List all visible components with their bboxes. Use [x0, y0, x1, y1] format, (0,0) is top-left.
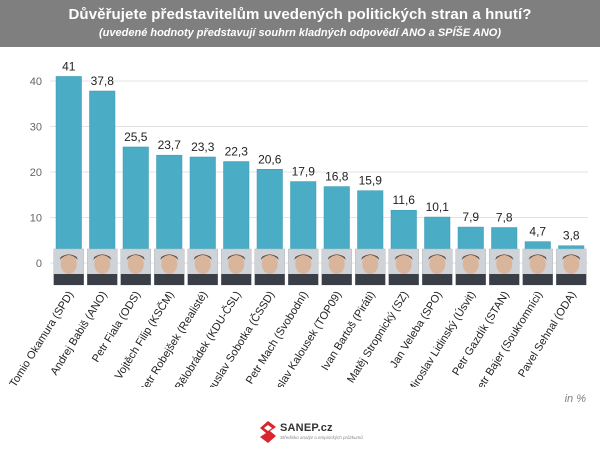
- value-label: 7,9: [462, 210, 479, 224]
- value-label: 16,8: [325, 170, 349, 184]
- bar-chart: 41 37,8 25,5 23,7 23,3 22,3 20,6 17,9 16,8 15,9 11…: [7, 59, 588, 387]
- value-label: 3,8: [563, 229, 580, 243]
- portrait-photo: [422, 248, 453, 286]
- portrait-photo: [53, 248, 84, 286]
- bar: [55, 76, 82, 264]
- value-label: 23,7: [158, 138, 182, 152]
- value-label: 10,1: [426, 200, 450, 214]
- logo-name: SANEP.cz: [280, 422, 333, 434]
- value-labels: 41 37,8 25,5 23,7 23,3 22,3 20,6 17,9 16,8 15,9 11…: [62, 59, 580, 242]
- bar: [89, 90, 116, 264]
- portrait-photo: [254, 248, 285, 286]
- portrait-row: [53, 248, 587, 286]
- y-tick-label: 30: [30, 122, 42, 134]
- bar: [223, 161, 250, 264]
- category-labels: Tomio Okamura (SPD)Andrej Babiš (ANO)Pet…: [7, 289, 578, 387]
- value-label: 41: [62, 59, 76, 73]
- portrait-photo: [187, 248, 218, 286]
- portrait-photo: [120, 248, 151, 286]
- portrait-photo: [455, 248, 486, 286]
- portrait-photo: [388, 248, 419, 286]
- value-label: 11,6: [393, 193, 416, 207]
- y-axis-ticks: 0 10 20 30 40: [30, 76, 42, 270]
- y-tick-label: 40: [30, 76, 42, 88]
- chart-header: Důvěřujete představitelům uvedených poli…: [0, 0, 600, 47]
- bar: [189, 156, 216, 264]
- value-label: 25,5: [124, 130, 148, 144]
- sanep-logo: SANEP.cz Středisko analýz a empirických …: [258, 418, 368, 446]
- bars: [55, 76, 585, 264]
- portrait-photo: [154, 248, 185, 286]
- y-tick-label: 10: [30, 213, 42, 225]
- category-label: Vojtěch Filip (KSČM): [112, 289, 177, 382]
- value-label: 22,3: [225, 145, 249, 159]
- portrait-photo: [489, 248, 520, 286]
- bar: [156, 154, 183, 264]
- portrait-photo: [87, 248, 118, 286]
- bar: [256, 169, 283, 264]
- category-label: Matěj Stropnický (SZ): [345, 289, 411, 385]
- sanep-logo-icon: [260, 421, 276, 443]
- portrait-photo: [556, 248, 587, 286]
- value-label: 4,7: [529, 225, 546, 239]
- value-label: 17,9: [292, 165, 316, 179]
- y-tick-label: 0: [36, 258, 42, 270]
- value-label: 23,3: [191, 140, 215, 154]
- bar: [122, 146, 149, 264]
- portrait-photo: [288, 248, 319, 286]
- unit-label: in %: [564, 393, 586, 405]
- portrait-photo: [221, 248, 252, 286]
- y-tick-label: 20: [30, 167, 42, 179]
- value-label: 15,9: [359, 174, 383, 188]
- portrait-photo: [355, 248, 386, 286]
- chart-subtitle: (uvedené hodnoty představují souhrn klad…: [99, 27, 501, 39]
- value-label: 37,8: [91, 74, 115, 88]
- category-label: Tomio Okamura (SPD): [7, 289, 76, 387]
- portrait-photo: [321, 248, 352, 286]
- chart-title: Důvěřujete představitelům uvedených poli…: [68, 6, 532, 23]
- portrait-photo: [522, 248, 553, 286]
- value-label: 7,8: [496, 211, 513, 225]
- value-label: 20,6: [258, 152, 282, 166]
- category-label: Petr Mach (Svobodní): [244, 289, 311, 386]
- logo-tagline: Středisko analýz a empirických průzkumů: [280, 435, 363, 440]
